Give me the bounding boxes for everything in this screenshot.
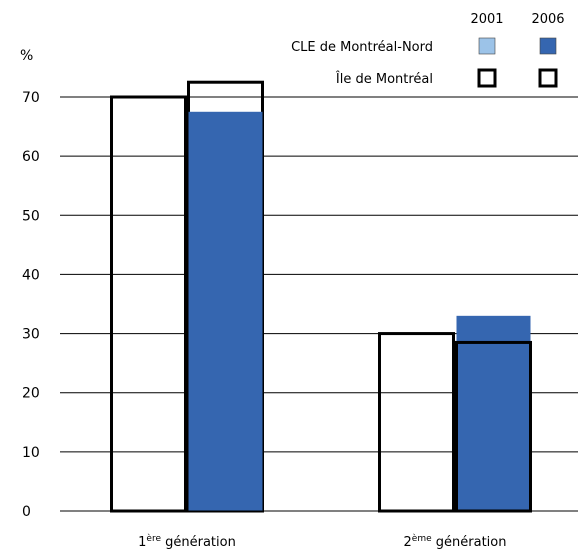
- y-tick-label-50: 50: [22, 208, 40, 224]
- bars: [110, 80, 532, 513]
- y-axis-label: %: [20, 48, 33, 64]
- bar-1-2006-cle: [188, 111, 263, 512]
- legend-swatch-1-2001: [478, 37, 496, 55]
- legend-swatch-2-2001: [477, 68, 497, 88]
- y-tick-label-10: 10: [22, 445, 40, 461]
- legend-series-1: CLE de Montréal-Nord: [291, 40, 433, 55]
- legend-year-2006: 2006: [531, 12, 564, 27]
- y-tick-label-60: 60: [22, 149, 40, 165]
- y-tick-label-30: 30: [22, 327, 40, 343]
- bar-1-2001-ile: [110, 95, 187, 513]
- x-axis-categories: 1ère génération 2ème génération: [138, 533, 506, 550]
- y-tick-label-20: 20: [22, 386, 40, 402]
- y-tick-label-0: 0: [22, 504, 31, 520]
- bar-2-2006-cle: [456, 315, 531, 511]
- legend: 2001 2006 CLE de Montréal-Nord Île de Montr…: [291, 12, 565, 88]
- legend-year-2001: 2001: [470, 12, 503, 27]
- legend-swatch-2-2006: [538, 68, 558, 88]
- x-category-label-1: 1ère génération: [138, 533, 236, 550]
- bar-2-2001-ile: [378, 332, 455, 513]
- y-tick-label-70: 70: [22, 90, 40, 106]
- y-axis-ticks: 0 10 20 30 40 50 60 70: [22, 90, 40, 520]
- y-tick-label-40: 40: [22, 267, 40, 283]
- legend-series-2: Île de Montréal: [335, 71, 433, 87]
- x-category-label-2: 2ème génération: [404, 533, 507, 550]
- legend-swatch-1-2006: [539, 37, 557, 55]
